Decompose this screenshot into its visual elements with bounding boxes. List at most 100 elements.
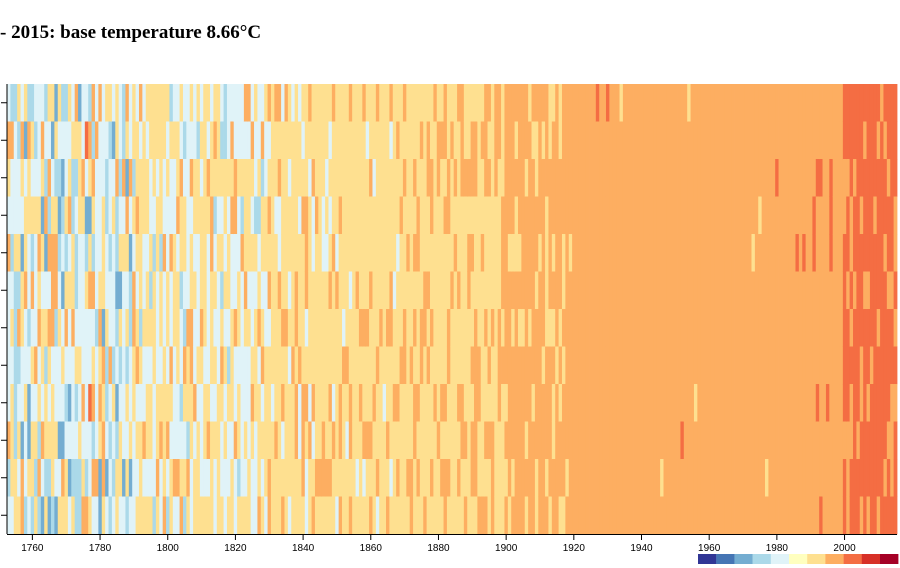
heatmap-cell	[873, 459, 878, 497]
heatmap-cell	[558, 234, 563, 272]
heatmap-cell	[497, 496, 502, 535]
heatmap-cell	[663, 421, 668, 460]
heatmap-cell	[220, 159, 224, 197]
heatmap-cell	[402, 496, 407, 535]
heatmap-cell	[426, 159, 431, 197]
heatmap-cell	[298, 271, 302, 310]
heatmap-cell	[206, 384, 211, 422]
heatmap-cell	[132, 121, 136, 160]
heatmap-cell	[660, 459, 664, 497]
heatmap-cell	[663, 496, 668, 535]
heatmap-cell	[304, 421, 309, 460]
heatmap-cell	[94, 84, 99, 122]
heatmap-cell	[237, 496, 241, 535]
heatmap-cell	[829, 84, 834, 122]
heatmap-cell	[599, 421, 603, 460]
heatmap-cell	[379, 271, 384, 310]
heatmap-cell	[545, 384, 549, 422]
heatmap-cell	[453, 271, 458, 310]
heatmap-cell	[646, 196, 651, 235]
heatmap-cell	[436, 121, 441, 160]
heatmap-cell	[331, 346, 336, 385]
heatmap-cell	[40, 309, 45, 347]
heatmap-cell	[440, 384, 444, 422]
heatmap-cell	[866, 384, 871, 422]
heatmap-cell	[115, 84, 120, 122]
heatmap-cell	[176, 234, 180, 272]
heatmap-cell	[859, 384, 864, 422]
heatmap-cell	[832, 196, 837, 235]
heatmap-cell	[426, 346, 431, 385]
heatmap-cell	[355, 271, 360, 310]
heatmap-cell	[125, 421, 130, 460]
heatmap-cell	[697, 196, 702, 235]
heatmap-cell	[798, 496, 803, 535]
heatmap-cell	[50, 496, 55, 535]
heatmap-cell	[869, 459, 874, 497]
heatmap-cell	[223, 234, 228, 272]
heatmap-cell	[876, 309, 881, 347]
heatmap-cell	[91, 496, 96, 535]
heatmap-cell	[561, 196, 566, 235]
heatmap-cell	[203, 496, 208, 535]
heatmap-cell	[619, 234, 624, 272]
heatmap-cell	[440, 121, 444, 160]
heatmap-cell	[409, 234, 414, 272]
heatmap-cell	[355, 121, 360, 160]
heatmap-cell	[182, 159, 187, 197]
heatmap-cell	[122, 121, 126, 160]
heatmap-cell	[538, 84, 543, 122]
heatmap-cell	[541, 159, 546, 197]
heatmap-cell	[792, 121, 796, 160]
heatmap-cell	[494, 234, 499, 272]
heatmap-cell	[710, 421, 715, 460]
heatmap-cell	[484, 196, 488, 235]
heatmap-cell	[321, 84, 326, 122]
heatmap-cell	[859, 84, 864, 122]
heatmap-cell	[135, 121, 140, 160]
heatmap-cell	[524, 234, 529, 272]
heatmap-cell	[375, 271, 380, 310]
heatmap-cell	[788, 159, 793, 197]
heatmap-cell	[406, 346, 411, 385]
heatmap-cell	[660, 496, 664, 535]
heatmap-cell	[609, 159, 614, 197]
heatmap-cell	[599, 121, 603, 160]
heatmap-cell	[67, 421, 72, 460]
heatmap-cell	[670, 271, 675, 310]
heatmap-cell	[541, 496, 546, 535]
heatmap-cell	[842, 84, 847, 122]
heatmap-cell	[176, 421, 180, 460]
heatmap-cell	[825, 421, 830, 460]
heatmap-cell	[406, 159, 411, 197]
heatmap-cell	[314, 271, 319, 310]
heatmap-cell	[419, 271, 424, 310]
heatmap-cell	[704, 271, 708, 310]
heatmap-cell	[399, 384, 404, 422]
heatmap-cell	[274, 159, 279, 197]
heatmap-cell	[754, 459, 759, 497]
heatmap-cell	[866, 196, 871, 235]
heatmap-cell	[690, 496, 695, 535]
heatmap-cell	[240, 421, 245, 460]
heatmap-cell	[355, 196, 360, 235]
legend-swatch	[807, 554, 826, 564]
heatmap-cell	[761, 271, 766, 310]
heatmap-cell	[44, 234, 48, 272]
heatmap-cell	[474, 309, 478, 347]
heatmap-cell	[13, 496, 18, 535]
heatmap-cell	[54, 159, 59, 197]
heatmap-cell	[392, 271, 397, 310]
heatmap-cell	[50, 346, 55, 385]
heatmap-cell	[602, 459, 607, 497]
heatmap-cell	[568, 196, 573, 235]
heatmap-cell	[138, 496, 143, 535]
x-tick-label: 1840	[292, 543, 315, 554]
heatmap-cell	[873, 309, 878, 347]
heatmap-cell	[873, 196, 878, 235]
heatmap-cell	[308, 196, 312, 235]
heatmap-cell	[822, 121, 827, 160]
heatmap-cell	[758, 496, 763, 535]
heatmap-cell	[467, 459, 472, 497]
heatmap-cell	[433, 196, 438, 235]
